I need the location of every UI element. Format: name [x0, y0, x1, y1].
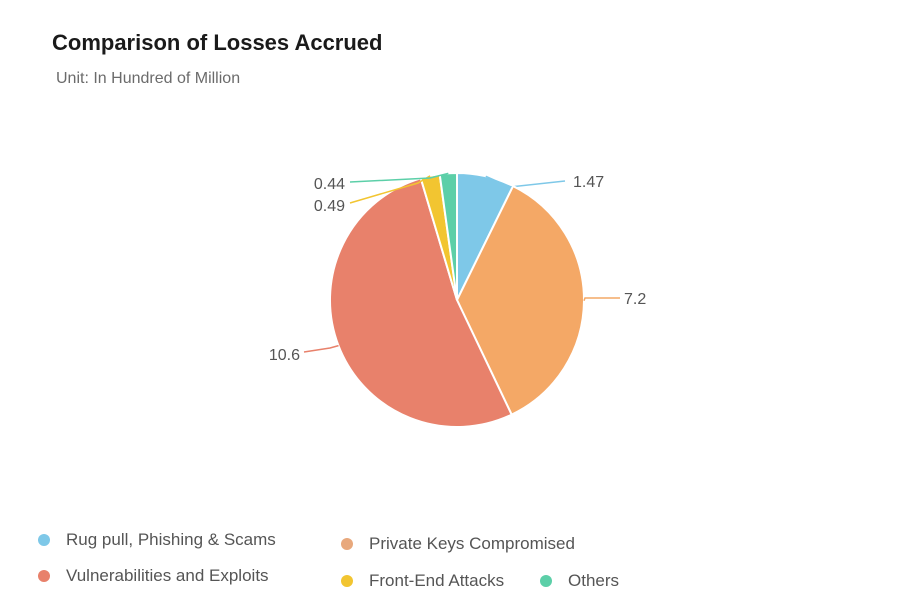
legend-label: Rug pull, Phishing & Scams — [66, 530, 276, 549]
data-label: 7.2 — [624, 291, 646, 308]
leader-line — [485, 175, 566, 188]
legend-label: Front-End Attacks — [369, 571, 505, 590]
leader-line — [349, 172, 449, 183]
legend-marker — [341, 575, 353, 587]
legend-item-others[interactable]: Others — [540, 571, 619, 591]
pie-slice-others[interactable] — [438, 171, 458, 301]
chart-legend: Rug pull, Phishing & Scams Private Keys … — [38, 528, 678, 598]
legend-marker — [38, 570, 50, 582]
legend-label: Private Keys Compromised — [369, 534, 575, 553]
data-label: 0.49 — [314, 198, 345, 215]
legend-item-rug-pull[interactable]: Rug pull, Phishing & Scams — [38, 530, 276, 550]
legend-marker — [341, 538, 353, 550]
pie-chart: 1.47 7.2 10.6 0.49 0.44 — [269, 171, 646, 429]
legend-marker — [38, 534, 50, 546]
leader-line — [303, 344, 339, 353]
legend-marker — [540, 575, 552, 587]
chart-subtitle: Unit: In Hundred of Million — [56, 70, 241, 87]
legend-item-vulnerabilities[interactable]: Vulnerabilities and Exploits — [38, 566, 269, 586]
legend-label: Others — [568, 571, 620, 590]
data-label: 0.44 — [314, 176, 345, 193]
leader-line — [583, 297, 620, 302]
pie-slice-vulnerabilities-and-exploits[interactable] — [329, 177, 513, 429]
legend-item-private-keys[interactable]: Private Keys Compromised — [341, 534, 575, 554]
legend-item-front-end[interactable]: Front-End Attacks — [341, 571, 504, 591]
chart-title: Comparison of Losses Accrued — [52, 30, 383, 55]
pie-slice-private-keys-compromised[interactable] — [455, 184, 585, 416]
data-label: 1.47 — [573, 174, 604, 191]
data-label: 10.6 — [269, 347, 300, 364]
legend-label: Vulnerabilities and Exploits — [66, 566, 269, 585]
